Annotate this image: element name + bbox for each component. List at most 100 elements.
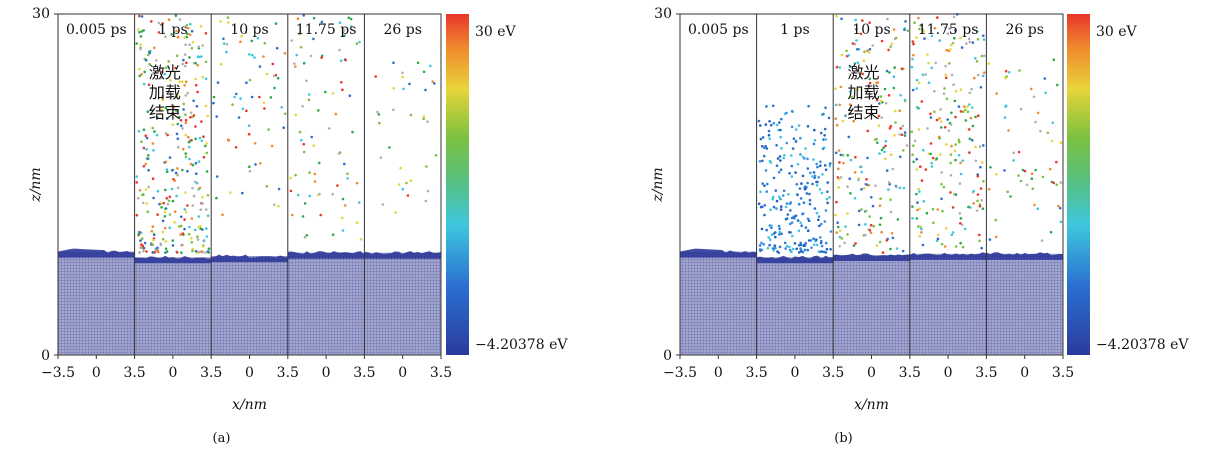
ejected-atom <box>790 125 794 129</box>
ejected-atom <box>844 225 847 228</box>
ejected-atom <box>201 75 205 79</box>
ejected-atom <box>183 53 187 56</box>
ejected-atom <box>164 160 168 164</box>
ejected-atom <box>880 148 884 152</box>
ejected-atom <box>963 227 967 231</box>
ejected-atom <box>206 250 210 253</box>
ejected-atom <box>221 213 224 217</box>
ejected-atom <box>839 176 843 179</box>
ejected-atom <box>757 202 761 205</box>
ejected-atom <box>948 27 951 31</box>
ejected-atom <box>843 114 847 118</box>
ejected-atom <box>1030 177 1034 180</box>
ejected-atom <box>175 29 178 33</box>
ejected-atom <box>784 247 787 250</box>
ejected-atom <box>936 233 940 237</box>
ejected-atom <box>886 17 889 21</box>
ejected-atom <box>950 73 954 77</box>
ejected-atom <box>152 233 156 237</box>
ejected-atom <box>165 117 169 120</box>
ejected-atom <box>838 229 842 232</box>
ejected-atom <box>138 189 142 192</box>
ejected-atom <box>885 239 889 242</box>
ejected-atom <box>937 135 941 139</box>
ejected-atom <box>800 182 803 185</box>
ejected-atom <box>198 136 202 140</box>
ejected-atom <box>1012 159 1015 162</box>
ejected-atom <box>846 212 849 215</box>
ejected-atom <box>958 182 962 185</box>
ejected-atom <box>248 78 252 82</box>
ejected-atom <box>785 202 789 205</box>
ejected-atom <box>891 167 895 171</box>
ejected-atom <box>166 202 170 206</box>
ejected-atom <box>887 48 890 52</box>
ejected-atom <box>416 61 420 65</box>
ejected-atom <box>253 56 256 59</box>
ejected-atom <box>972 202 975 205</box>
ejected-atom <box>812 142 816 146</box>
ejected-atom <box>841 153 845 157</box>
ejected-atom <box>302 14 306 17</box>
surface-layer <box>909 252 987 260</box>
ejected-atom <box>225 50 228 54</box>
ejected-atom <box>152 238 155 242</box>
ejected-atom <box>853 62 857 65</box>
ejected-atom <box>341 197 345 201</box>
y-tick-label: 30 <box>654 6 672 22</box>
ejected-atom <box>871 204 875 208</box>
ejected-atom <box>901 124 905 128</box>
ejected-atom <box>175 109 178 112</box>
ejected-atom <box>922 200 926 203</box>
ejected-atom <box>171 112 175 115</box>
ejected-atom <box>888 127 892 130</box>
ejected-atom <box>164 132 168 135</box>
ejected-atom <box>829 230 833 233</box>
ejected-atom <box>805 192 809 195</box>
ejected-atom <box>184 113 187 116</box>
ejected-atom <box>835 200 838 204</box>
ejected-atom <box>868 229 872 232</box>
ejected-atom <box>205 227 208 230</box>
ejected-atom <box>949 153 953 156</box>
ejected-atom <box>815 238 818 241</box>
ejected-atom <box>184 133 188 137</box>
ejected-atom <box>161 94 165 98</box>
ejected-atom <box>195 172 198 175</box>
ejected-atom <box>1009 195 1012 198</box>
colorbar-max-label: 30 eV <box>1096 24 1138 40</box>
ejected-atom <box>401 75 404 79</box>
ejected-atom <box>852 119 855 123</box>
ejected-atom <box>777 224 781 228</box>
ejected-atom <box>399 166 402 170</box>
ejected-atom <box>780 117 783 121</box>
ejected-atom <box>868 81 872 85</box>
ejected-atom <box>168 213 172 216</box>
ejected-atom <box>857 209 861 213</box>
ejected-atom <box>196 235 199 238</box>
ejected-atom <box>884 144 887 148</box>
ejected-atom <box>245 109 248 113</box>
ejected-atom <box>936 237 940 241</box>
ejected-atom <box>968 103 971 106</box>
ejected-atom <box>834 103 838 107</box>
ejected-atom <box>317 109 320 112</box>
ejected-atom <box>987 188 991 191</box>
bulk-lattice <box>833 254 910 355</box>
ejected-atom <box>818 188 822 191</box>
snapshot-0 <box>58 248 135 355</box>
ejected-atom <box>182 102 185 106</box>
ejected-atom <box>782 189 786 193</box>
snapshot-3 <box>287 14 365 355</box>
ejected-atom <box>827 116 831 120</box>
ejected-atom <box>1021 168 1025 172</box>
ejected-atom <box>409 113 413 117</box>
ejected-atom <box>836 221 839 224</box>
ejected-atom <box>204 104 208 108</box>
ejected-atom <box>819 241 823 245</box>
ejected-atom <box>834 151 838 155</box>
ejected-atom <box>850 66 854 69</box>
ejected-atom <box>176 35 180 39</box>
ejected-atom <box>889 153 893 156</box>
ejected-atom <box>339 59 343 63</box>
